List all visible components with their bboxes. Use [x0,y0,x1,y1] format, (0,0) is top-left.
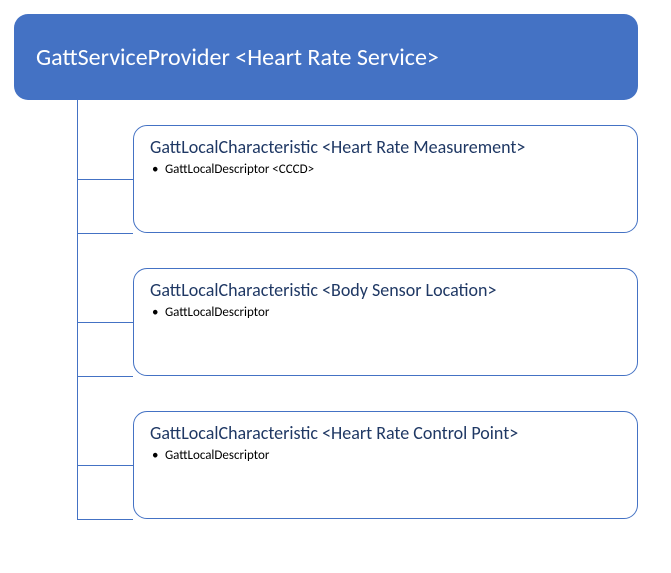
descriptor-label: GattLocalDescriptor <CCCD> [162,162,314,177]
bullet-icon: • [152,162,162,179]
root-label: GattServiceProvider <Heart Rate Service> [36,43,439,72]
descriptor-row: • GattLocalDescriptor [150,305,623,322]
child-title: GattLocalCharacteristic <Heart Rate Cont… [150,422,623,444]
child-title: GattLocalCharacteristic <Heart Rate Meas… [150,136,623,158]
descriptor-row: • GattLocalDescriptor <CCCD> [150,162,623,179]
child-title: GattLocalCharacteristic <Body Sensor Loc… [150,279,623,301]
connector-closer [77,233,133,234]
connector-trunk [77,100,78,519]
connector-closer [77,376,133,377]
connector-closer [77,519,133,520]
descriptor-label: GattLocalDescriptor [162,448,269,463]
descriptor-row: • GattLocalDescriptor [150,448,623,465]
connector-branch [77,179,133,180]
connector-branch [77,322,133,323]
connector-branch [77,465,133,466]
bullet-icon: • [152,305,162,322]
bullet-icon: • [152,448,162,465]
root-node: GattServiceProvider <Heart Rate Service> [14,14,638,100]
child-node: GattLocalCharacteristic <Heart Rate Cont… [133,411,638,519]
child-node: GattLocalCharacteristic <Heart Rate Meas… [133,125,638,233]
descriptor-label: GattLocalDescriptor [162,305,269,320]
child-node: GattLocalCharacteristic <Body Sensor Loc… [133,268,638,376]
